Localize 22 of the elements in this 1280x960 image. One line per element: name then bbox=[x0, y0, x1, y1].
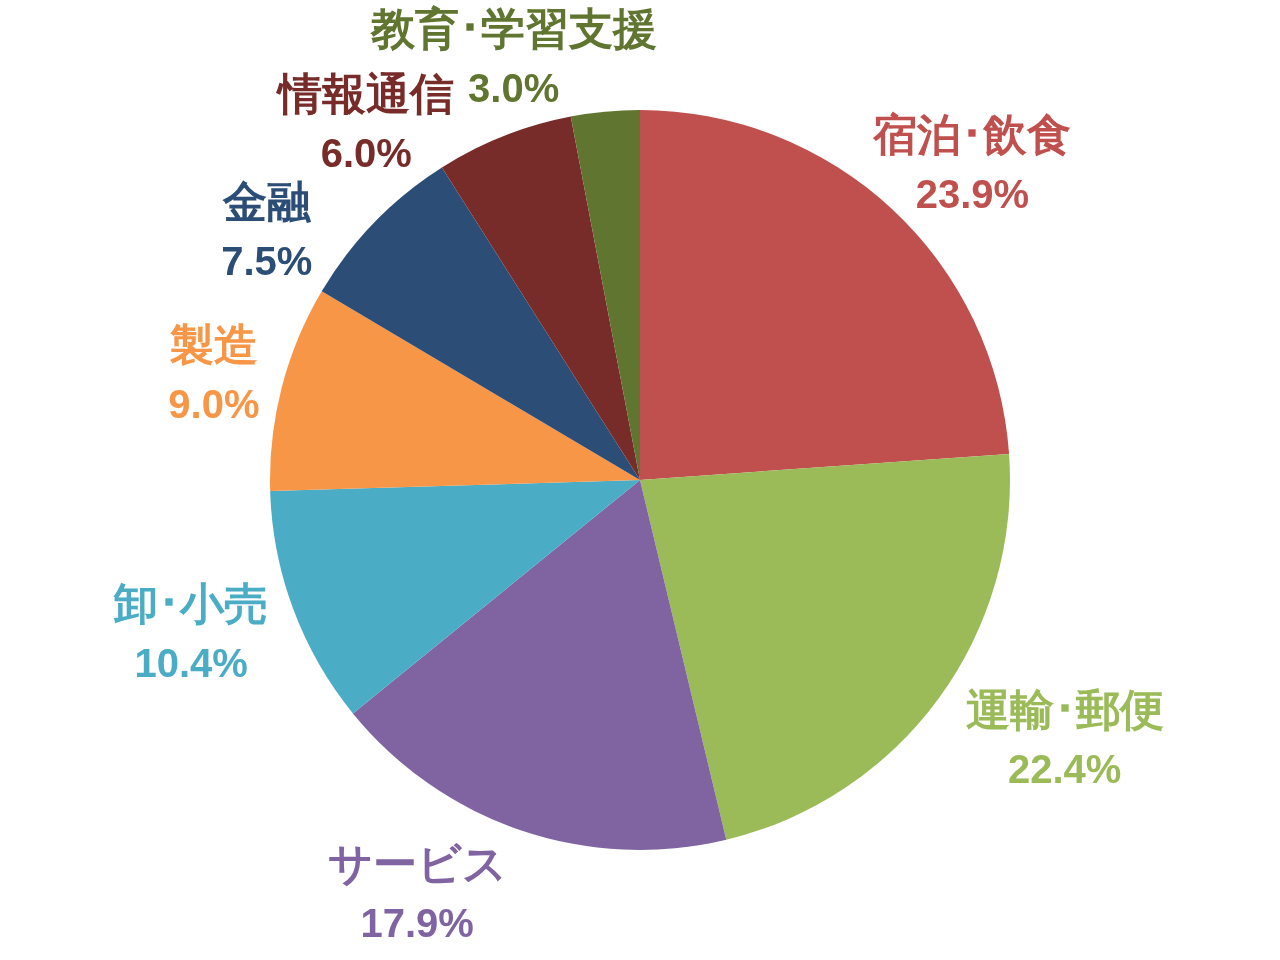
data-label: 10.4% bbox=[134, 641, 248, 686]
slice-label: 教育･学習支援 bbox=[369, 4, 657, 53]
data-label: 7.5% bbox=[221, 238, 313, 283]
data-label: 22.4% bbox=[1007, 746, 1122, 791]
pie-slice bbox=[640, 453, 1010, 840]
data-label: 9.0% bbox=[168, 381, 260, 426]
slice-label: 金融 bbox=[221, 176, 312, 226]
slice-label: 製造 bbox=[168, 319, 258, 369]
slice-label: 情報通信 bbox=[276, 69, 455, 119]
slice-label: 運輸･郵便 bbox=[965, 684, 1164, 734]
pie-slice bbox=[321, 167, 640, 480]
pie-slice bbox=[270, 480, 640, 714]
data-label: 6.0% bbox=[320, 131, 412, 176]
data-label: 17.9% bbox=[360, 901, 474, 946]
data-label: 23.9% bbox=[915, 172, 1030, 217]
data-label: 3.0% bbox=[468, 66, 560, 110]
pie-slice bbox=[270, 291, 640, 492]
slice-label: 卸･小売 bbox=[113, 579, 269, 629]
pie-slice bbox=[570, 110, 640, 480]
slice-label: 宿泊･飲食 bbox=[872, 110, 1072, 160]
pie-slice bbox=[441, 116, 640, 480]
slice-label: サービス bbox=[327, 839, 507, 889]
